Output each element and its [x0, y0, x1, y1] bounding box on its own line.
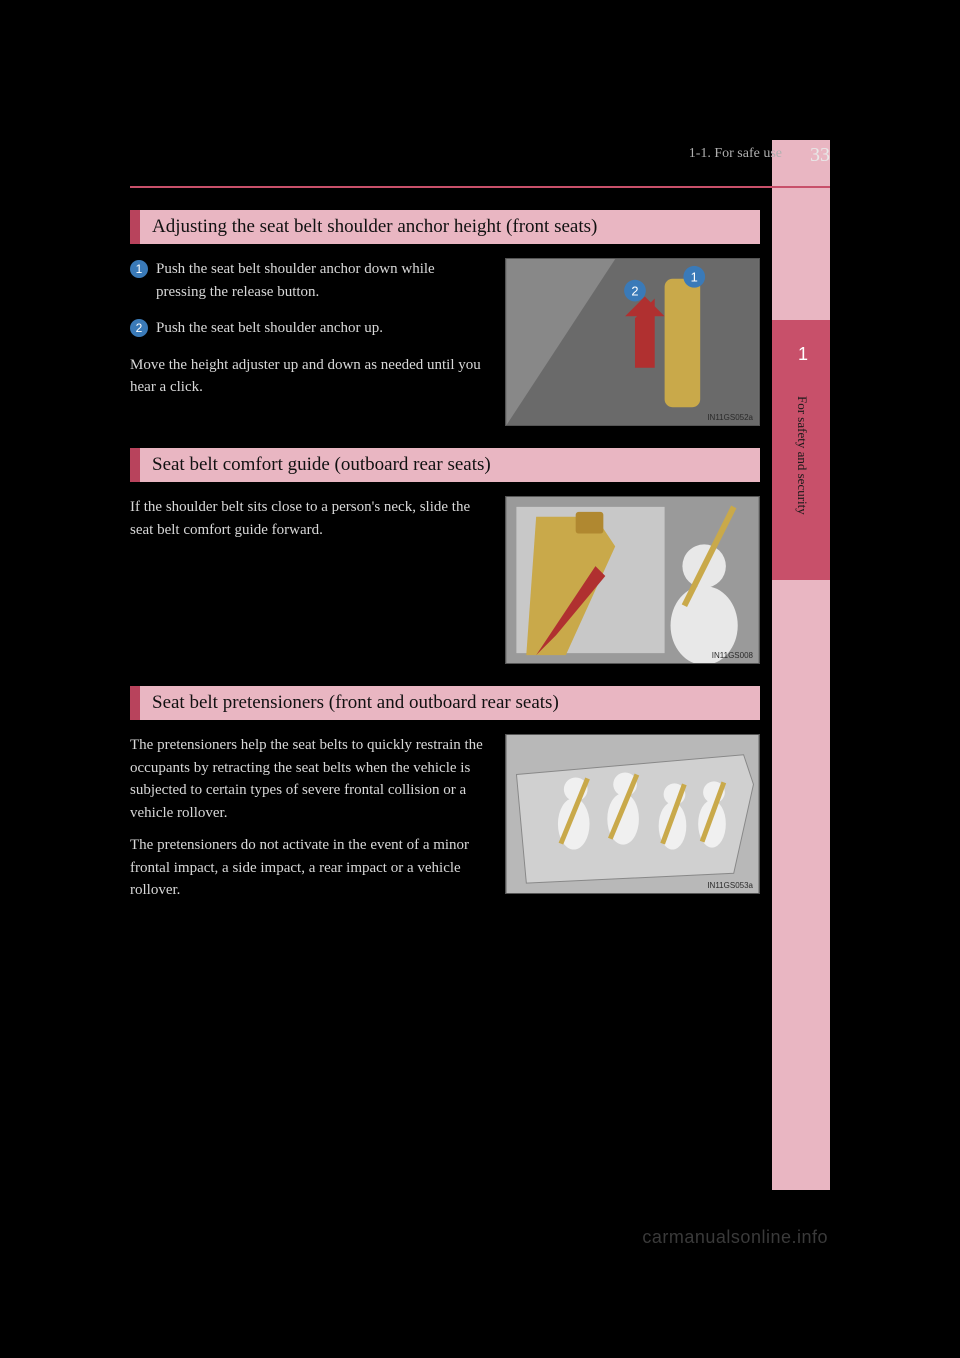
anchor-height-illustration: 1 2 IN11GS052a: [505, 258, 760, 426]
step-2-text: Push the seat belt shoulder anchor up.: [156, 317, 487, 340]
section-3-body1: The pretensioners help the seat belts to…: [130, 734, 487, 824]
section-3-text: The pretensioners help the seat belts to…: [130, 734, 487, 912]
section-1-row: 1 Push the seat belt shoulder anchor dow…: [130, 258, 760, 426]
section-marker: [130, 448, 140, 482]
step-number-1: 1: [130, 260, 148, 278]
svg-text:1: 1: [691, 270, 698, 285]
section-1-text: 1 Push the seat belt shoulder anchor dow…: [130, 258, 487, 426]
section-title: Seat belt comfort guide (outboard rear s…: [140, 448, 760, 482]
breadcrumb: 1-1. For safe use: [689, 146, 782, 162]
section-2-text: If the shoulder belt sits close to a per…: [130, 496, 487, 664]
image-label-2: IN11GS008: [712, 651, 753, 660]
step-2: 2 Push the seat belt shoulder anchor up.: [130, 317, 487, 340]
section-3-image-col: IN11GS053a: [505, 734, 760, 912]
pretensioner-illus-svg: [506, 735, 759, 893]
section-3-row: The pretensioners help the seat belts to…: [130, 734, 760, 912]
comfort-illus-svg: [506, 497, 759, 663]
svg-text:2: 2: [631, 284, 638, 299]
section-marker: [130, 210, 140, 244]
section-2-image-col: IN11GS008: [505, 496, 760, 664]
watermark: carmanualsonline.info: [642, 1227, 828, 1248]
page-header: 1-1. For safe use 33: [130, 140, 830, 188]
comfort-guide-illustration: IN11GS008: [505, 496, 760, 664]
step-number-2: 2: [130, 319, 148, 337]
section-title: Seat belt pretensioners (front and outbo…: [140, 686, 760, 720]
section-header-comfort-guide: Seat belt comfort guide (outboard rear s…: [130, 448, 760, 482]
section-2-row: If the shoulder belt sits close to a per…: [130, 496, 760, 664]
section-1-image-col: 1 2 IN11GS052a: [505, 258, 760, 426]
image-label-1: IN11GS052a: [707, 413, 753, 422]
section-2-body: If the shoulder belt sits close to a per…: [130, 496, 487, 541]
section-header-pretensioners: Seat belt pretensioners (front and outbo…: [130, 686, 760, 720]
section-title: Adjusting the seat belt shoulder anchor …: [140, 210, 760, 244]
section-marker: [130, 686, 140, 720]
step-1-text: Push the seat belt shoulder anchor down …: [156, 258, 487, 303]
page-content: 1-1. For safe use 33 Adjusting the seat …: [130, 140, 830, 912]
image-label-3: IN11GS053a: [707, 881, 753, 890]
step-1: 1 Push the seat belt shoulder anchor dow…: [130, 258, 487, 303]
section-1-footnote: Move the height adjuster up and down as …: [130, 354, 487, 399]
page-number: 33: [810, 144, 830, 167]
anchor-illus-svg: 1 2: [506, 259, 759, 425]
section-header-anchor-height: Adjusting the seat belt shoulder anchor …: [130, 210, 760, 244]
pretensioner-illustration: IN11GS053a: [505, 734, 760, 894]
header-divider: [130, 186, 830, 188]
section-3-body2: The pretensioners do not activate in the…: [130, 834, 487, 902]
